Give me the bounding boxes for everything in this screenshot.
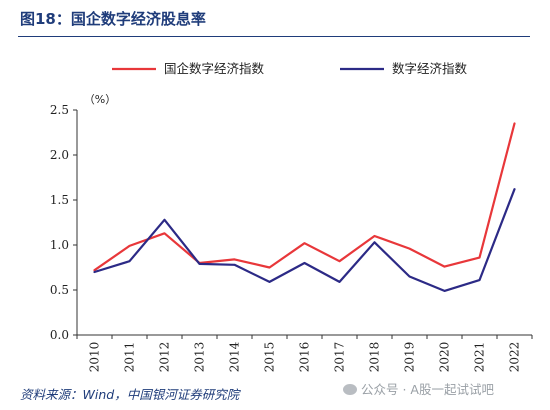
figure-title: 图18：国企数字经济股息率: [20, 10, 206, 28]
y-tick-label: 0.5: [50, 283, 69, 297]
x-tick-label: 2022: [508, 342, 522, 373]
x-tick-label: 2011: [123, 342, 137, 373]
x-tick-label: 2015: [263, 342, 277, 373]
legend-label-2: 数字经济指数: [392, 61, 468, 76]
watermark: 公众号 · A股一起试试吧: [343, 379, 494, 398]
y-tick-label: 1.0: [50, 238, 69, 252]
y-unit-label: （%）: [84, 93, 116, 106]
legend-label-1: 国企数字经济指数: [164, 61, 265, 76]
series-line-1: [93, 122, 516, 272]
wechat-icon: [343, 384, 357, 395]
x-tick-label: 2017: [333, 342, 347, 373]
tick-labels: 0.0 0.5 1.0 1.5 2.0 2.5 2010 2011 2012 2013 2014 20…: [50, 103, 522, 372]
x-tick-label: 2016: [298, 342, 312, 373]
axes: [73, 109, 533, 339]
x-tick-label: 2012: [158, 342, 172, 373]
y-tick-label: 2.0: [50, 148, 69, 162]
y-tick-label: 2.5: [50, 103, 69, 117]
series-line-2: [93, 188, 516, 292]
watermark-text: 公众号 · A股一起试试吧: [361, 382, 494, 397]
series-lines: [93, 122, 516, 292]
y-tick-label: 0.0: [50, 328, 69, 342]
source-note: 资料来源：Wind，中国银河证券研究院: [20, 387, 240, 402]
title-divider: [18, 36, 530, 37]
x-tick-label: 2013: [193, 342, 207, 373]
x-tick-label: 2019: [403, 342, 417, 373]
y-tick-label: 1.5: [50, 193, 69, 207]
x-tick-label: 2018: [368, 342, 382, 373]
x-tick-label: 2021: [473, 342, 487, 373]
legend: 国企数字经济指数 数字经济指数: [112, 61, 468, 76]
x-tick-label: 2020: [438, 342, 452, 373]
x-tick-label: 2014: [228, 341, 242, 372]
x-tick-label: 2010: [88, 342, 102, 373]
